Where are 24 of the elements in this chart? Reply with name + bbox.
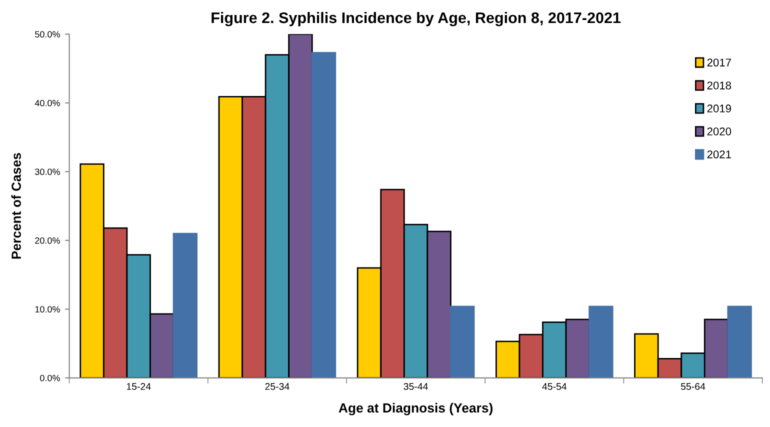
y-tick-label: 20.0% [35, 237, 60, 244]
legend-label: 2017 [707, 58, 731, 66]
y-tick-label: 50.0% [35, 31, 60, 38]
y-tick-label: 0.0% [40, 374, 60, 382]
y-tick-label: 40.0% [34, 100, 60, 106]
x-tick-label: 55-64 [680, 383, 706, 390]
bar [727, 306, 752, 378]
x-tick-label: 35-44 [404, 383, 428, 390]
bar [172, 232, 198, 378]
x-tick-label: 45-54 [542, 383, 567, 390]
legend-label: 2020 [707, 128, 732, 136]
bar [450, 306, 475, 378]
y-axis-title: Percent of Cases [11, 153, 21, 259]
chart-title: Figure 2. Syphilis Incidence by Age, Region 8, 2017-2021 [212, 12, 621, 26]
legend-label: 2018 [707, 82, 732, 90]
x-tick-label: 15-24 [126, 383, 151, 390]
x-tick-label: 25-34 [265, 383, 290, 390]
legend-label: 2021 [707, 150, 731, 158]
y-tick-label: 30.0% [35, 168, 60, 176]
x-axis-title: Age at Diagnosis (Years) [338, 402, 493, 416]
bar [311, 52, 336, 378]
y-tick-label: 10.0% [35, 306, 60, 313]
bar [588, 306, 614, 378]
legend-label: 2019 [707, 104, 731, 112]
